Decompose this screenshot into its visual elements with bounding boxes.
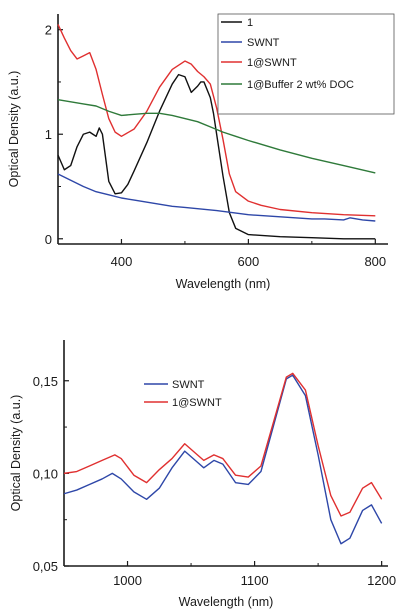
series-line-1-swnt xyxy=(57,24,376,217)
series-line-1-swnt xyxy=(63,372,383,517)
x-axis-label: Wavelength (nm) xyxy=(176,277,271,291)
y-tick-label: 1 xyxy=(45,127,52,142)
legend-label: SWNT xyxy=(247,37,280,49)
x-tick-label: 1200 xyxy=(367,573,396,588)
y-axis-label: Optical Density (a.u.) xyxy=(9,395,23,512)
legend-label: SWNT xyxy=(172,379,205,391)
series-line-swnt xyxy=(63,374,383,545)
series-line-1-buffer-2-wt-doc xyxy=(57,99,376,174)
legend-box xyxy=(217,13,395,115)
x-tick-label: 400 xyxy=(111,254,133,269)
x-tick-label: 600 xyxy=(238,254,260,269)
y-axis-label: Optical Density (a.u.) xyxy=(7,71,21,188)
x-tick-label: 800 xyxy=(364,254,386,269)
y-tick-label: 0,05 xyxy=(33,559,58,574)
y-tick-label: 0,10 xyxy=(33,466,58,481)
x-tick-label: 1100 xyxy=(241,573,269,588)
legend-label: 1@SWNT xyxy=(247,57,297,69)
y-tick-label: 0 xyxy=(45,232,52,247)
x-tick-label: 1000 xyxy=(113,573,142,588)
series-line-1 xyxy=(57,73,376,240)
series-line-swnt xyxy=(57,173,376,222)
legend-label: 1@SWNT xyxy=(172,397,222,409)
x-axis-label: Wavelength (nm) xyxy=(179,595,274,609)
legend-label: 1 xyxy=(247,17,253,29)
legend-label: 1@Buffer 2 wt% DOC xyxy=(247,79,354,91)
y-tick-label: 0,15 xyxy=(33,374,58,389)
y-tick-label: 2 xyxy=(45,23,52,38)
